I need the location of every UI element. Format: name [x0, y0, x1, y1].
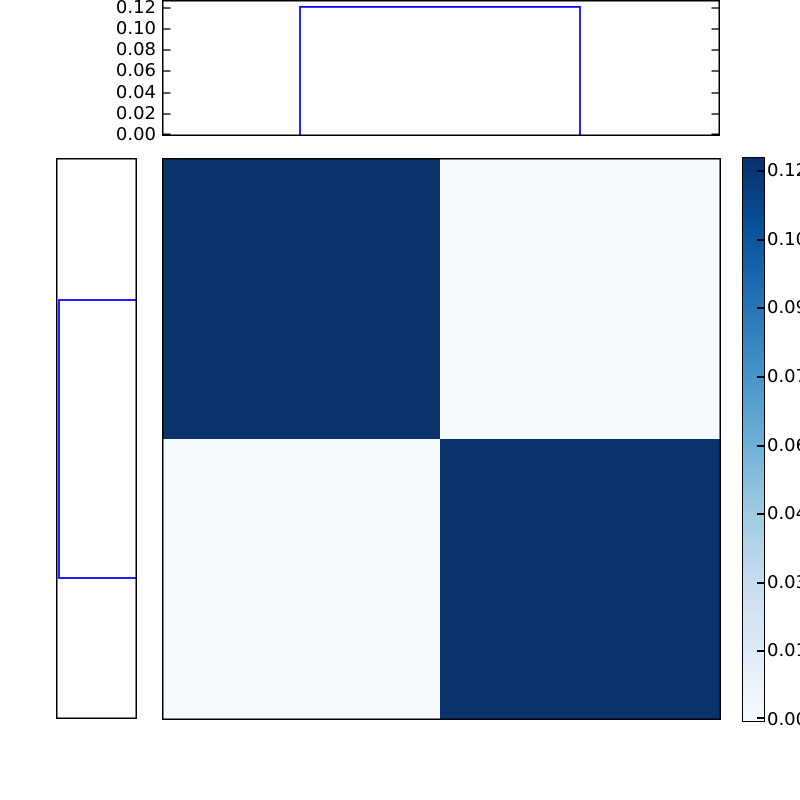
cb-label-0.12: 0.12	[767, 160, 800, 181]
colorbar-tick-0.01	[756, 650, 764, 652]
heatmap-cell-r1c1	[440, 439, 720, 719]
top-panel-ticks-left	[163, 7, 171, 135]
colorbar-tick-0.03	[756, 582, 764, 584]
left-histogram-step-line	[58, 299, 137, 579]
heatmap-cell-r0c1	[440, 159, 720, 439]
heatmap-cell-r1c0	[163, 439, 440, 719]
top-marginal-panel	[162, 0, 720, 136]
cb-label-0.00: 0.00	[767, 709, 800, 730]
ytick-label-0.02: 0.02	[115, 103, 156, 124]
cb-label-0.01: 0.01	[767, 640, 800, 661]
colorbar-tick-0.00	[756, 717, 764, 719]
left-marginal-panel	[56, 158, 137, 719]
top-panel-ticks-right	[711, 7, 719, 135]
ytick-label-0.06: 0.06	[115, 60, 156, 81]
cb-label-0.09: 0.09	[767, 297, 800, 318]
ytick-label-0.08: 0.08	[115, 39, 156, 60]
heatmap-panel	[162, 158, 721, 720]
heatmap-frame	[162, 158, 721, 720]
top-histogram-step-line	[299, 6, 581, 135]
heatmap-cell-r0c0	[163, 159, 440, 439]
colorbar-tick-0.07	[756, 376, 764, 378]
colorbar-tick-0.06	[756, 445, 764, 447]
ytick-label-0.10: 0.10	[115, 18, 156, 39]
cb-label-0.04: 0.04	[767, 503, 800, 524]
colorbar-gradient	[742, 157, 765, 722]
ytick-label-0.00: 0.00	[115, 124, 156, 145]
ytick-label-0.04: 0.04	[115, 82, 156, 103]
colorbar-tick-0.04	[756, 513, 764, 515]
cb-label-0.06: 0.06	[767, 435, 800, 456]
colorbar-tick-0.12	[756, 170, 764, 172]
colorbar-tick-0.09	[756, 307, 764, 309]
cb-label-0.03: 0.03	[767, 572, 800, 593]
cb-label-0.07: 0.07	[767, 366, 800, 387]
colorbar-tick-0.10	[756, 239, 764, 241]
ytick-label-0.12: 0.12	[115, 0, 156, 18]
top-panel-frame	[162, 0, 720, 136]
colorbar	[742, 157, 765, 722]
left-panel-frame	[56, 158, 137, 719]
cb-label-0.10: 0.10	[767, 229, 800, 250]
